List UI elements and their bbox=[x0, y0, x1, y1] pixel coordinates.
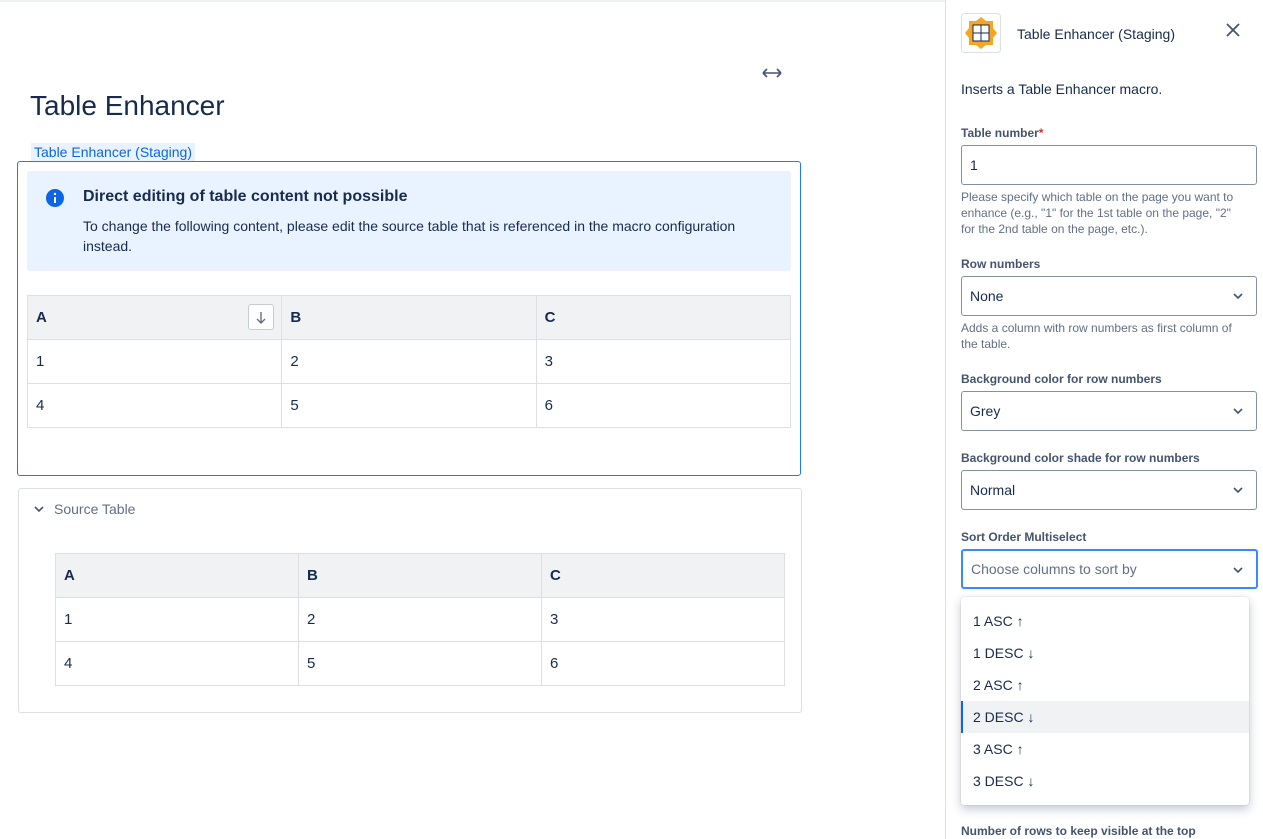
field-label: Row numbers bbox=[961, 257, 1041, 271]
select[interactable]: None bbox=[961, 276, 1257, 316]
table-cell: 1 bbox=[55, 597, 299, 642]
select-value: Grey bbox=[970, 403, 1001, 419]
notice-title: Direct editing of table content not poss… bbox=[83, 188, 408, 205]
table-cell: 4 bbox=[55, 641, 299, 686]
chevron bbox=[1233, 293, 1243, 300]
macro-label: Table Enhancer (Staging) bbox=[31, 143, 195, 161]
macro-box[interactable] bbox=[17, 161, 801, 476]
app-logo bbox=[961, 13, 1001, 53]
menu-option[interactable]: 2 ASC ↑ bbox=[973, 677, 1024, 693]
table-cell: 4 bbox=[26, 383, 283, 428]
notice: Direct editing of table content not poss… bbox=[27, 171, 791, 271]
chevron bbox=[1233, 567, 1243, 574]
expand-chevron[interactable] bbox=[33, 504, 45, 514]
table-cell: 6 bbox=[541, 641, 785, 686]
select-value: Normal bbox=[970, 482, 1016, 498]
sort-button[interactable] bbox=[248, 304, 274, 330]
expand-box bbox=[18, 488, 802, 713]
page-title: Table Enhancer bbox=[30, 90, 225, 121]
sort-icon bbox=[256, 312, 266, 325]
notice-body: To change the following content, please … bbox=[83, 218, 736, 254]
field-label: Number of rows to keep visible at the to… bbox=[961, 824, 1196, 838]
chevron bbox=[1233, 487, 1243, 494]
dropdown-menu: 1 ASC ↑ 1 DESC ↓ 2 ASC ↑ 2 DESC ↓ 3 ASC ↑ 3 D… bbox=[961, 597, 1249, 805]
table-cell: 3 bbox=[541, 597, 785, 642]
text-input[interactable]: 1 bbox=[961, 145, 1257, 185]
resize-icon[interactable] bbox=[761, 66, 783, 80]
expand-title[interactable]: Source Table bbox=[54, 501, 136, 517]
header-cell: A bbox=[55, 553, 299, 598]
app-name: Table Enhancer (Staging) bbox=[1017, 26, 1175, 42]
header-cell: B bbox=[298, 553, 542, 598]
field-label: Background color for row numbers bbox=[961, 372, 1162, 386]
table-cell: 5 bbox=[298, 641, 542, 686]
header-cell: C bbox=[535, 295, 792, 340]
header-cell: A bbox=[26, 295, 283, 340]
menu-option[interactable]: 3 ASC ↑ bbox=[973, 741, 1024, 757]
table-cell: 2 bbox=[298, 597, 542, 642]
table-cell: 6 bbox=[535, 383, 792, 428]
menu-option[interactable]: 1 ASC ↑ bbox=[973, 613, 1024, 629]
required-mark: * bbox=[1038, 126, 1044, 140]
table-cell: 5 bbox=[281, 383, 537, 428]
menu-option[interactable]: 3 DESC ↓ bbox=[973, 773, 1035, 789]
config-panel: Table Enhancer (Staging) Inserts a Table… bbox=[945, 0, 1263, 839]
table-cell: 3 bbox=[535, 339, 792, 384]
field-label: Background color shade for row numbers bbox=[961, 451, 1200, 465]
header-cell: B bbox=[281, 295, 537, 340]
info-icon bbox=[46, 189, 64, 207]
menu-option[interactable]: 1 DESC ↓ bbox=[973, 645, 1035, 661]
table-cell: 2 bbox=[281, 339, 537, 384]
help-text: Please specify which table on the page y… bbox=[961, 190, 1234, 236]
top-edge bbox=[0, 0, 945, 2]
select[interactable]: Grey bbox=[961, 391, 1257, 431]
header-cell: C bbox=[541, 553, 785, 598]
description: Inserts a Table Enhancer macro. bbox=[961, 81, 1163, 97]
select[interactable]: Normal bbox=[961, 470, 1257, 510]
table-cell: 1 bbox=[26, 339, 283, 384]
menu-option[interactable]: 2 DESC ↓ bbox=[961, 701, 1249, 733]
label-text: Table number bbox=[961, 126, 1039, 140]
select-value: None bbox=[970, 288, 1004, 304]
field-label: Table number* bbox=[961, 126, 1043, 140]
multiselect[interactable]: Choose columns to sort by bbox=[961, 549, 1258, 589]
field-label: Sort Order Multiselect bbox=[961, 530, 1087, 544]
chevron bbox=[1233, 408, 1243, 415]
close-button[interactable] bbox=[1225, 22, 1241, 38]
help-text: Adds a column with row numbers as first … bbox=[961, 321, 1232, 351]
placeholder: Choose columns to sort by bbox=[971, 561, 1137, 577]
